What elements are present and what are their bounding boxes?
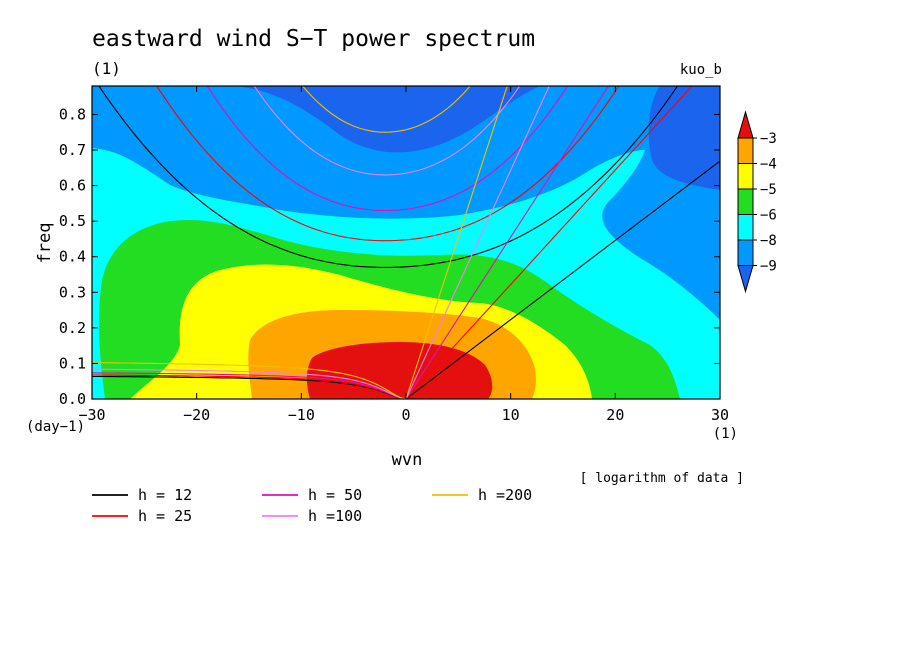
colorbar-label: −4 — [760, 157, 777, 173]
x-tick-label: −20 — [183, 406, 210, 424]
x-tick-label: 10 — [502, 406, 520, 424]
colorbar: −3 −4 −5 −6 −8 −9 — [737, 110, 777, 294]
y-tick-label: 0.6 — [59, 177, 86, 195]
y-tick-label: 0.4 — [59, 248, 86, 266]
y-tick-label: 0.2 — [59, 319, 86, 337]
colorbar-label: −8 — [760, 233, 777, 249]
ig-curve — [98, 86, 679, 268]
colorbar-swatch — [737, 214, 754, 241]
kelvin-curve — [405, 86, 610, 399]
contour-fill — [92, 86, 720, 399]
ig-curve — [301, 86, 471, 133]
kelvin-curve — [405, 86, 550, 399]
x-unit-label: (1) — [713, 426, 738, 442]
y-axis: 0.0 0.1 0.2 0.3 0.4 0.5 0.6 0.7 0.8 — [59, 105, 720, 408]
legend-label: h =100 — [308, 507, 362, 525]
y-tick-label: 0.7 — [59, 141, 86, 159]
colorbar-label: −5 — [760, 182, 777, 198]
rossby-curve — [92, 368, 407, 399]
legend-label: h = 12 — [138, 486, 192, 504]
rossby-curve — [92, 374, 407, 399]
x-tick-label: 0 — [401, 406, 410, 424]
x-tick-label: −10 — [288, 406, 315, 424]
rossby-curve — [92, 372, 407, 399]
x-tick-label: −30 — [78, 406, 105, 424]
y-tick-label: 0.0 — [59, 390, 86, 408]
kelvin-curve — [405, 160, 720, 399]
colorbar-swatch — [737, 239, 754, 266]
x-axis: −30 −20 −10 0 10 20 30 — [78, 86, 729, 424]
kelvin-curve — [405, 86, 693, 399]
dispersion-curves — [92, 86, 720, 399]
rossby-curve — [92, 362, 407, 399]
colorbar-swatch — [737, 137, 754, 164]
y-tick-label: 0.3 — [59, 283, 86, 301]
chart-subtitle: (1) — [92, 59, 121, 78]
colorbar-label: −6 — [760, 208, 777, 224]
legend-label: h = 25 — [138, 507, 192, 525]
x-tick-label: 30 — [711, 406, 729, 424]
legend: h = 12 h = 25 h = 50 h =100 h =200 — [92, 486, 532, 525]
legend-label: h =200 — [478, 486, 532, 504]
ig-curve — [206, 86, 569, 212]
colorbar-swatch — [737, 163, 754, 190]
colorbar-min-arrow — [737, 265, 754, 294]
y-tick-label: 0.8 — [59, 105, 86, 123]
rossby-curve — [92, 375, 407, 399]
y-tick-label: 0.5 — [59, 212, 86, 230]
chart-title: eastward wind S−T power spectrum — [92, 26, 535, 52]
x-axis-title: wvn — [392, 450, 423, 470]
colorbar-swatch — [737, 188, 754, 215]
colorbar-label: −9 — [760, 259, 777, 275]
y-axis-title: freq — [35, 223, 55, 264]
y-unit-label: (day−1) — [26, 419, 85, 435]
legend-label: h = 50 — [308, 486, 362, 504]
x-tick-label: 20 — [606, 406, 624, 424]
dataset-label: kuo_b — [680, 62, 722, 78]
color-note: [ logarithm of data ] — [580, 471, 744, 486]
colorbar-max-arrow — [737, 110, 754, 139]
ig-curve — [253, 86, 521, 176]
kelvin-curve — [405, 86, 508, 399]
y-tick-label: 0.1 — [59, 354, 86, 372]
colorbar-label: −3 — [760, 131, 777, 147]
